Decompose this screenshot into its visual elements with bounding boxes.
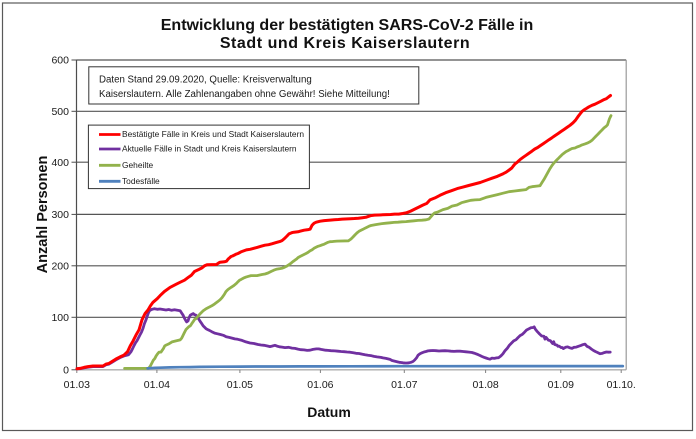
svg-text:01.08: 01.08 xyxy=(472,379,498,391)
svg-text:500: 500 xyxy=(51,106,69,118)
svg-text:01.03: 01.03 xyxy=(64,379,90,391)
svg-text:Daten Stand 29.09.2020, Quelle: Daten Stand 29.09.2020, Quelle: Kreisver… xyxy=(99,74,312,85)
svg-text:Todesfälle: Todesfälle xyxy=(122,176,160,186)
svg-text:Bestätigte Fälle in Kreis und: Bestätigte Fälle in Kreis und Stadt Kais… xyxy=(122,129,304,139)
svg-text:01.06: 01.06 xyxy=(307,379,333,391)
svg-text:Stadt und Kreis Kaiserslautern: Stadt und Kreis Kaiserslautern xyxy=(220,35,470,52)
svg-text:300: 300 xyxy=(51,209,69,221)
svg-text:600: 600 xyxy=(51,55,69,67)
svg-text:01.05: 01.05 xyxy=(227,379,253,391)
svg-text:Entwicklung der bestätigten SA: Entwicklung der bestätigten SARS-CoV-2 F… xyxy=(161,17,534,34)
svg-text:100: 100 xyxy=(51,312,69,324)
svg-text:Geheilte: Geheilte xyxy=(122,160,154,170)
svg-text:0: 0 xyxy=(63,364,69,376)
svg-text:01.04: 01.04 xyxy=(144,379,170,391)
svg-text:01.07: 01.07 xyxy=(391,379,417,391)
svg-text:Anzahl Personen: Anzahl Personen xyxy=(35,156,51,274)
svg-text:Datum: Datum xyxy=(307,404,351,420)
svg-text:400: 400 xyxy=(51,157,69,169)
svg-text:01.09: 01.09 xyxy=(548,379,574,391)
svg-text:200: 200 xyxy=(51,260,69,272)
svg-text:Aktuelle Fälle in Stadt und Kr: Aktuelle Fälle in Stadt und Kreis Kaiser… xyxy=(122,144,297,154)
svg-text:01.10.: 01.10. xyxy=(607,379,636,391)
svg-text:Kaiserslautern. Alle Zahlenang: Kaiserslautern. Alle Zahlenangaben ohne … xyxy=(99,89,390,100)
